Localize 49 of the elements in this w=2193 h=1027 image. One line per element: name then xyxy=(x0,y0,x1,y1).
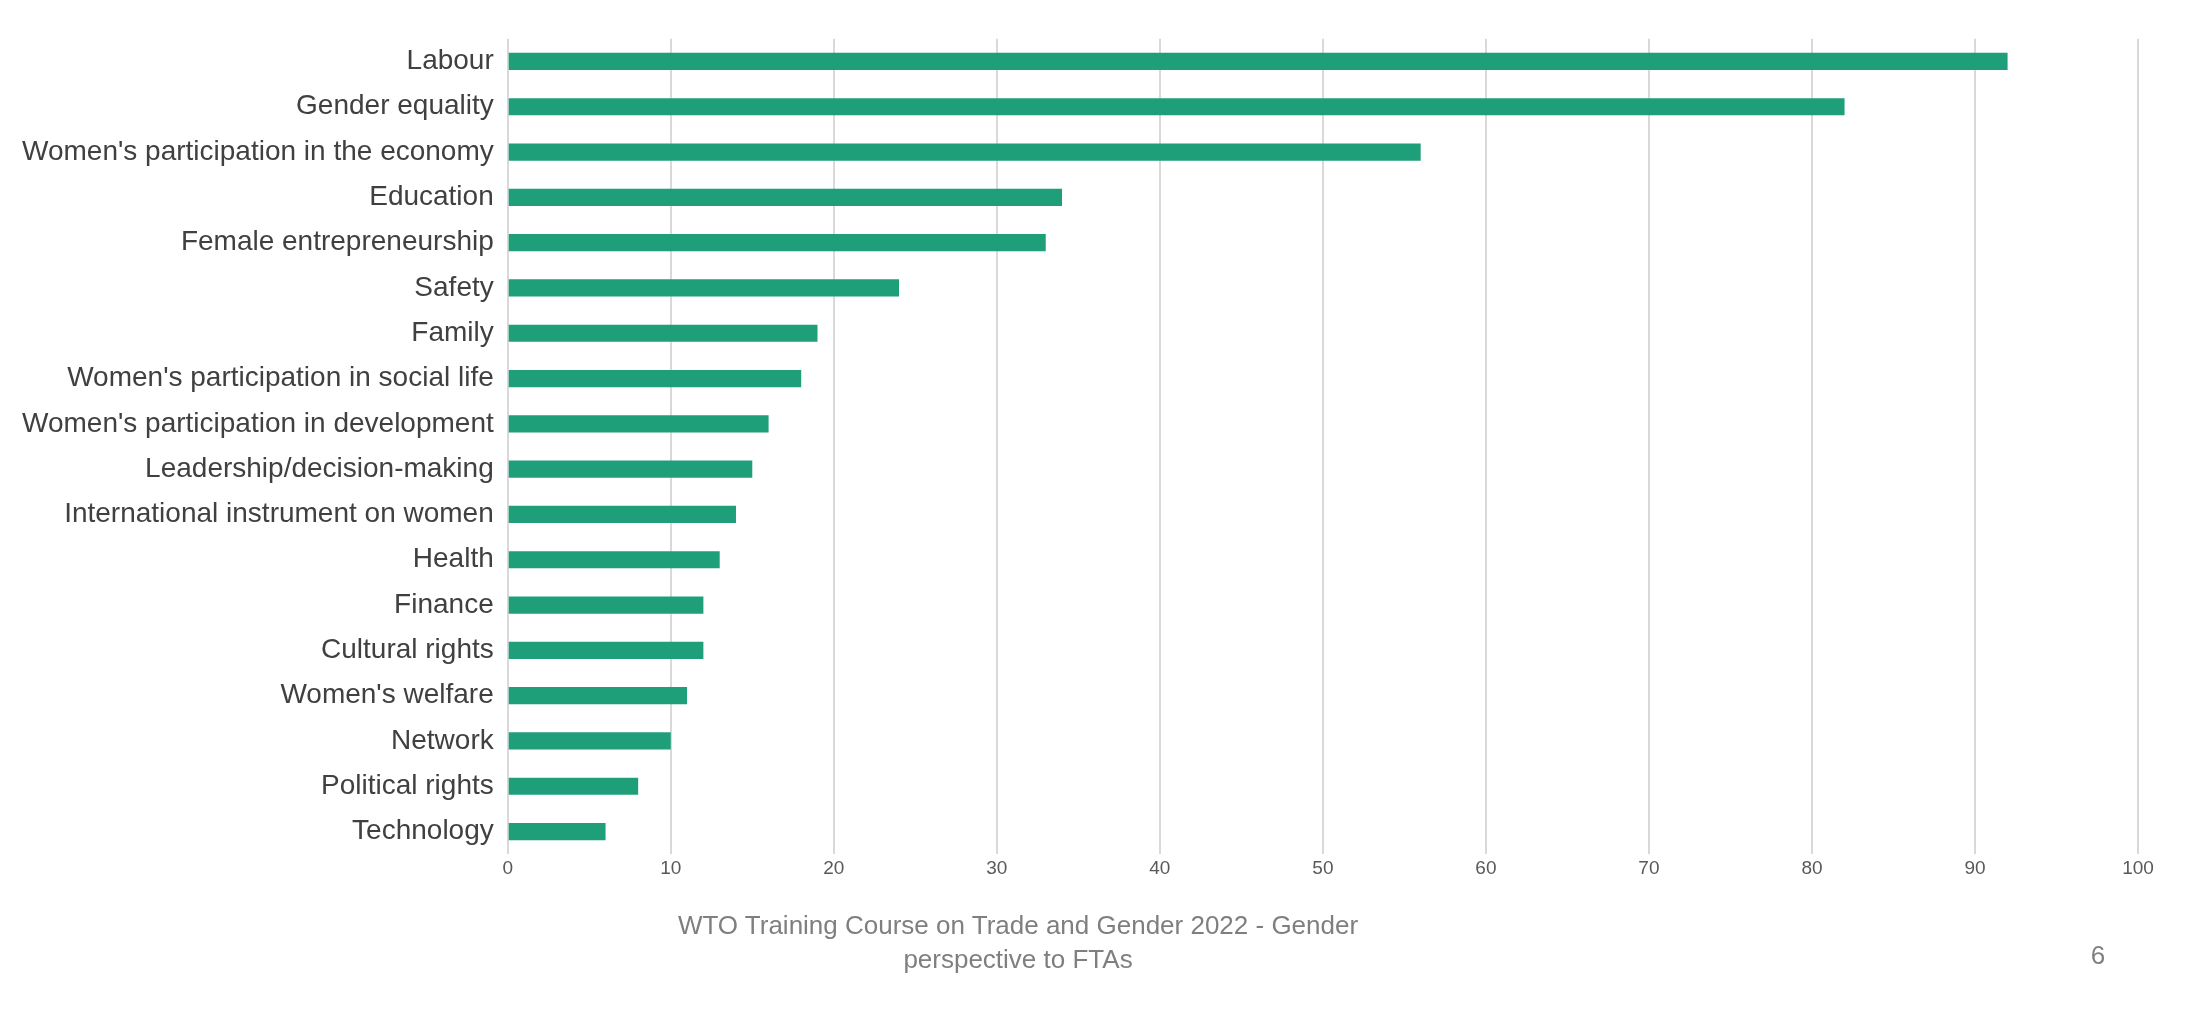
bar xyxy=(508,369,802,388)
bar xyxy=(508,234,1046,252)
x-tick-label: 50 xyxy=(1312,856,1334,878)
y-tick-label: Women's participation in development xyxy=(22,406,494,438)
bar xyxy=(508,551,720,569)
y-tick-label: Finance xyxy=(394,587,494,619)
bar xyxy=(508,98,1845,116)
x-tick-label: 20 xyxy=(823,856,845,878)
x-tick-label: 30 xyxy=(986,856,1008,878)
y-tick-label: Women's participation in the economy xyxy=(22,134,494,166)
bar xyxy=(508,732,671,750)
y-tick-label: Female entrepreneurship xyxy=(180,225,494,257)
bar xyxy=(508,460,753,478)
y-tick-label: Labour xyxy=(406,44,494,76)
y-tick-label: Cultural rights xyxy=(321,633,494,665)
bar xyxy=(508,279,900,297)
y-tick-label: Women's participation in social life xyxy=(67,361,494,393)
bar xyxy=(508,596,704,614)
text: WTO Training Course on Trade and Gender 2022 - Gender perspective to FTAs xyxy=(677,910,1359,975)
bar xyxy=(508,415,769,433)
y-tick-label: Safety xyxy=(414,270,494,302)
bar xyxy=(508,687,688,705)
bar xyxy=(508,52,2008,71)
bar xyxy=(508,777,639,795)
x-tick-label: 90 xyxy=(1964,856,1986,878)
bar xyxy=(508,188,1063,206)
y-tick-label: Network xyxy=(391,723,495,755)
y-tick-label: Political rights xyxy=(321,768,494,800)
bar xyxy=(508,143,1421,161)
y-tick-label: Leadership/decision-making xyxy=(145,451,494,483)
y-tick-label: Family xyxy=(411,315,494,347)
x-tick-label: 40 xyxy=(1149,856,1171,878)
x-tick-label: 10 xyxy=(660,856,682,878)
y-tick-label: International instrument on women xyxy=(64,497,494,529)
x-tick-label: 0 xyxy=(502,856,514,878)
bar xyxy=(508,505,736,524)
text: 6 xyxy=(2090,940,2106,971)
y-tick-label: Technology xyxy=(352,814,494,846)
x-tick-label: 100 xyxy=(2122,856,2154,878)
y-tick-label: Education xyxy=(369,180,494,212)
y-tick-label: Women's welfare xyxy=(280,678,494,710)
y-tick-label: Gender equality xyxy=(296,89,494,121)
y-tick-label: Health xyxy=(412,542,494,574)
bar xyxy=(508,324,818,342)
bar xyxy=(508,822,606,841)
x-tick-label: 60 xyxy=(1475,856,1497,878)
x-tick-label: 70 xyxy=(1638,856,1660,878)
x-tick-label: 80 xyxy=(1801,856,1823,878)
bar xyxy=(508,641,704,659)
